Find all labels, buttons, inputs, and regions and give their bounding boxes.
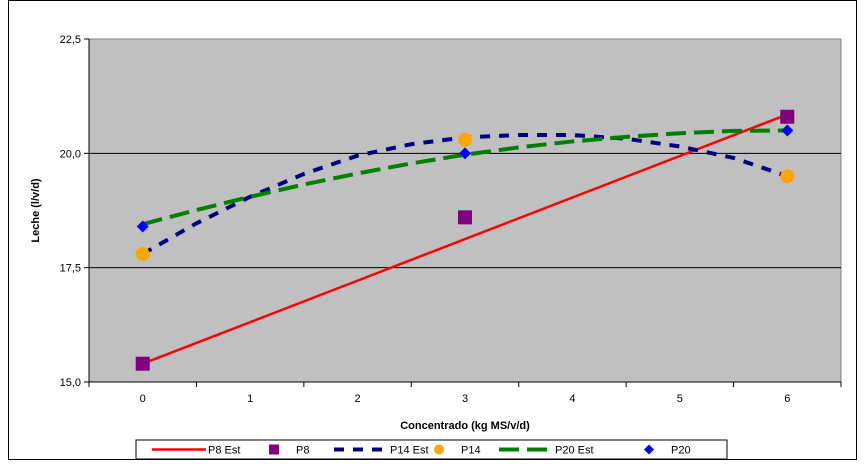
x-tick-label: 3 — [462, 393, 468, 405]
series-markers-p14 — [135, 132, 795, 261]
series-group — [135, 109, 795, 371]
legend-swatch — [434, 444, 444, 455]
y-tick-label: 15,0 — [60, 377, 81, 389]
data-point — [135, 356, 150, 371]
data-point — [135, 246, 150, 261]
x-axis-title: Concentrado (kg MS/v/d) — [400, 420, 530, 432]
x-tick-label: 6 — [784, 393, 790, 405]
x-tick-label: 2 — [355, 393, 361, 405]
series-line-p8-est — [142, 113, 788, 365]
x-tick-label: 4 — [569, 393, 575, 405]
data-point — [780, 109, 795, 124]
legend-swatch — [644, 444, 654, 455]
data-point — [780, 169, 795, 184]
data-point — [458, 210, 472, 225]
series-line-p20-est — [142, 128, 788, 227]
legend-item: P20 — [644, 444, 691, 457]
legend-item: P8 Est — [152, 445, 240, 457]
y-tick-label: 17,5 — [60, 263, 81, 275]
legend-label: P8 — [296, 445, 309, 457]
chart-svg: 15,0 17,5 20,0 22,5 0 1 2 3 4 5 6 Concentrado (kg … — [30, 34, 842, 460]
y-tick-label: 22,5 — [60, 34, 81, 46]
legend-label: P14 Est — [390, 445, 429, 457]
x-tick-label: 5 — [677, 393, 683, 405]
legend-label: P8 Est — [208, 445, 240, 457]
legend-item: P8 — [269, 444, 309, 457]
x-tick-label: 0 — [140, 393, 146, 405]
y-axis-title: Leche (l/v/d) — [30, 178, 42, 243]
y-tick-label: 20,0 — [60, 148, 81, 160]
legend-item: P14 — [434, 444, 481, 457]
data-point — [136, 220, 149, 233]
series-markers-p20 — [136, 124, 794, 233]
chart-frame: 15,0 17,5 20,0 22,5 0 1 2 3 4 5 6 Concentrado (kg … — [8, 0, 857, 460]
legend-swatch — [269, 444, 279, 455]
series-markers-p8 — [135, 109, 795, 371]
legend-label: P20 — [671, 445, 691, 457]
data-point — [459, 147, 471, 160]
axes: 15,0 17,5 20,0 22,5 0 1 2 3 4 5 6 — [60, 34, 842, 405]
legend-label: P14 — [461, 445, 481, 457]
x-tick-label: 1 — [247, 393, 253, 405]
legend-item: P14 Est — [334, 445, 429, 457]
data-point — [458, 132, 472, 147]
legend: P8 Est P8 P14 Est P14 P20 Est P20 — [135, 439, 728, 460]
legend-label: P20 Est — [555, 445, 594, 457]
data-point — [781, 124, 794, 137]
legend-item: P20 Est — [499, 445, 594, 457]
legend-box — [135, 439, 728, 460]
